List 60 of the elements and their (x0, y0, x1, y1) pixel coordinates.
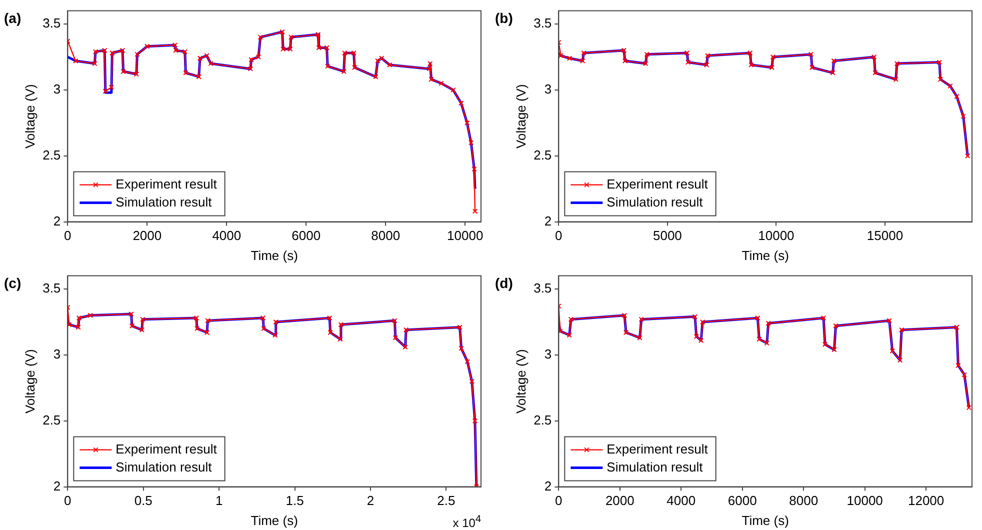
x-tick-label: 1.5 (286, 493, 304, 508)
text: x 10$^{4}$ (452, 514, 481, 530)
x-tick-label: 8000 (371, 228, 400, 244)
y-tick-label: 3.5 (42, 16, 61, 31)
y-tick-label: 3.5 (42, 280, 61, 296)
x-tick-label: 1 (215, 493, 223, 508)
y-axis-title: Voltage (V) (513, 84, 528, 148)
x-tick-label: 0 (64, 228, 72, 244)
legend-label: Simulation result (116, 194, 212, 210)
y-tick-label: 3.5 (534, 280, 552, 296)
legend-label: Experiment result (606, 441, 708, 456)
y-tick-label: 3 (53, 82, 61, 97)
x-tick-label: 4000 (666, 493, 696, 508)
y-tick-label: 2.5 (534, 412, 552, 428)
y-axis-title: Voltage (V) (513, 349, 528, 414)
x-tick-label: 12000 (908, 493, 944, 508)
x-tick-label: 2.5 (437, 493, 456, 508)
x-tick-label: 0.5 (134, 493, 152, 508)
legend-label: Simulation result (116, 459, 212, 474)
y-tick-label: 2 (53, 478, 61, 494)
legend-label: Simulation result (606, 459, 704, 474)
y-axis-title: Voltage (V) (22, 84, 38, 148)
x-tick-label: 6000 (728, 493, 757, 508)
x-tick-label: 2000 (605, 493, 634, 508)
y-tick-label: 2 (544, 478, 552, 494)
x-axis-title: Time (s) (250, 248, 298, 263)
y-tick-label: 2.5 (42, 412, 61, 428)
x-tick-label: 6000 (292, 228, 321, 244)
x-tick-label: 2000 (132, 228, 162, 244)
legend-label: Experiment result (116, 441, 218, 456)
x-axis-title: Time (s) (742, 512, 789, 528)
y-tick-label: 3.5 (534, 16, 552, 31)
chart-title: (a) (4, 10, 22, 26)
x-tick-label: 4000 (212, 228, 242, 244)
y-tick-label: 3 (544, 82, 552, 97)
y-tick-label: 2.5 (534, 147, 552, 162)
x-axis-title: Time (s) (250, 512, 298, 528)
x-tick-label: 2 (366, 493, 374, 508)
x-tick-label: 0 (555, 493, 562, 508)
x-axis-title: Time (s) (742, 248, 789, 263)
y-tick-label: 3 (53, 346, 61, 362)
x-tick-label: 8000 (789, 493, 818, 508)
y-tick-label: 3 (544, 346, 552, 362)
x-tick-label: 15000 (866, 228, 904, 244)
y-tick-label: 2.5 (42, 147, 61, 162)
x-tick-label: 5000 (652, 228, 682, 244)
x-tick-label: 10000 (846, 493, 883, 508)
x-tick-label: 0 (555, 228, 562, 244)
legend-label: Experiment result (116, 176, 218, 192)
y-tick-label: 2 (544, 213, 552, 228)
chart-title: (c) (4, 275, 22, 291)
x-tick-label: 10000 (758, 228, 794, 244)
chart-title: (b) (495, 10, 513, 26)
chart-title: (d) (495, 275, 513, 291)
y-tick-label: 2 (53, 213, 61, 228)
x-tick-label: 0 (64, 493, 72, 508)
y-axis-title: Voltage (V) (22, 349, 38, 414)
x-tick-label: 10000 (447, 228, 484, 244)
legend-label: Simulation result (606, 194, 704, 210)
legend-label: Experiment result (606, 176, 708, 192)
